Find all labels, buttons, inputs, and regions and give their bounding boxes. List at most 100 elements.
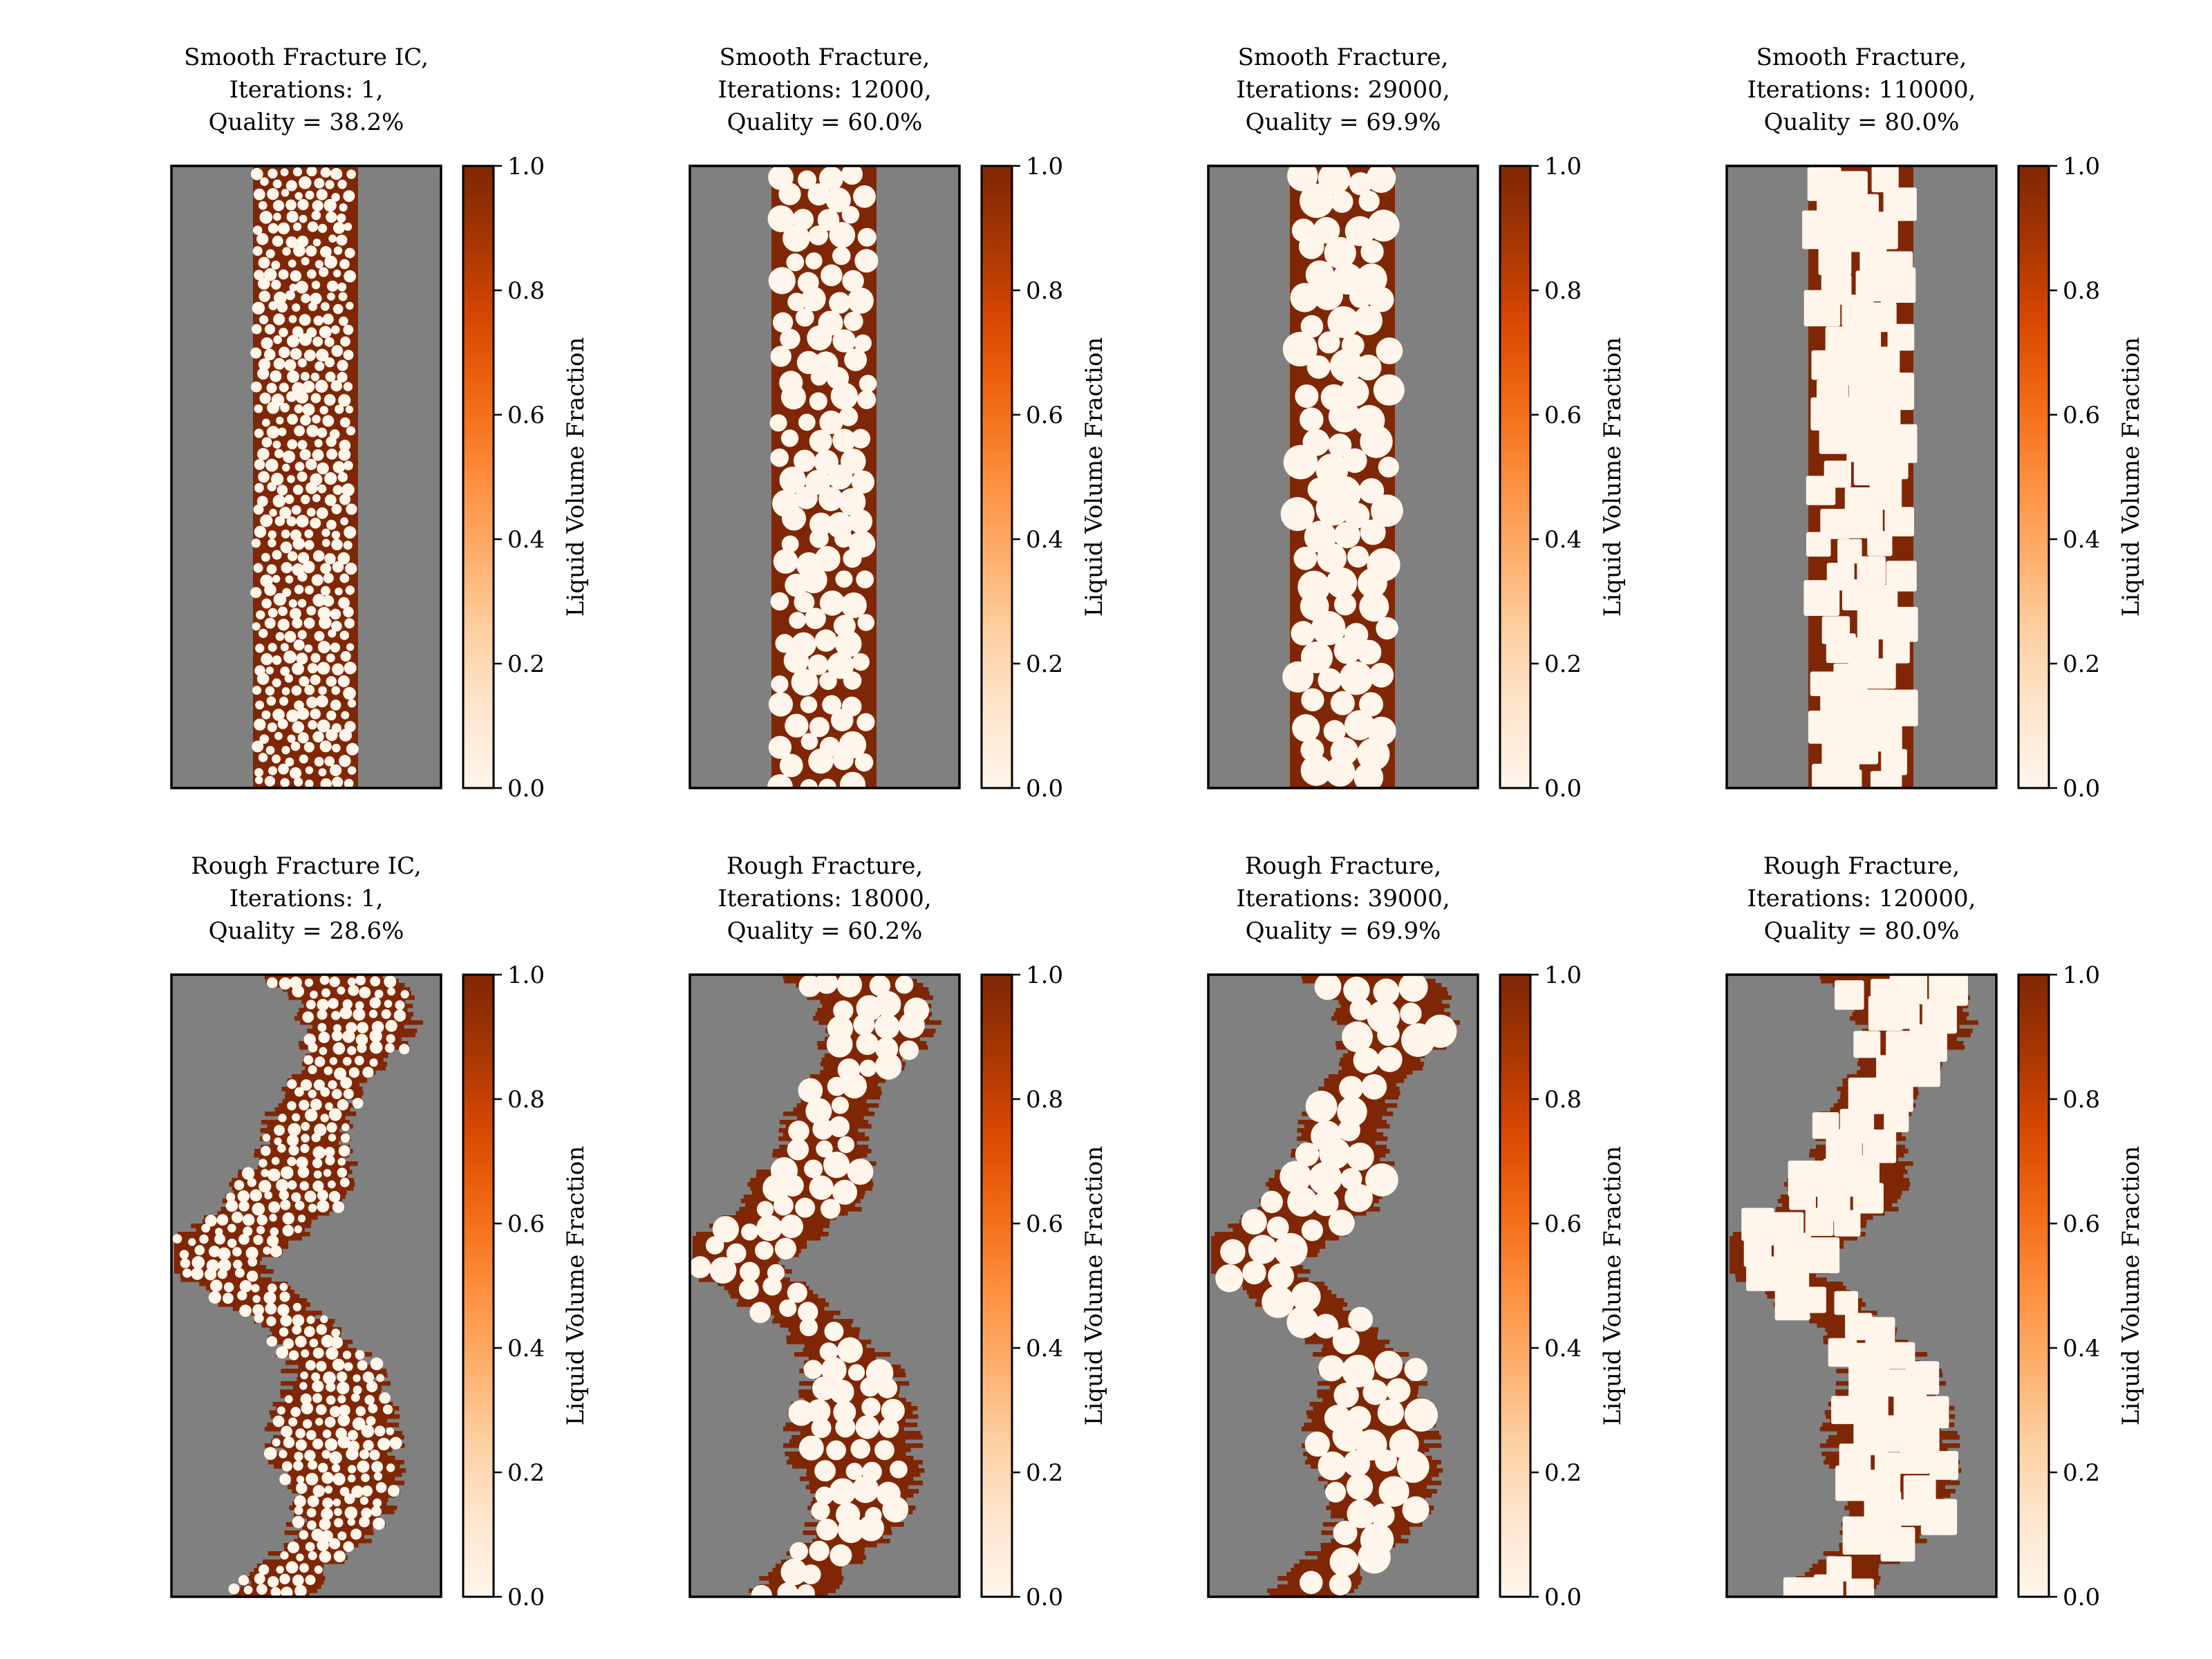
bubble [856, 713, 875, 731]
bubble [1332, 1420, 1364, 1452]
bubble [279, 1450, 288, 1459]
bubble [252, 1202, 265, 1216]
bubble [756, 1201, 774, 1218]
bubble [286, 211, 299, 223]
bubble [267, 482, 276, 491]
bubble [882, 1496, 909, 1523]
title-line: Rough Fracture, [727, 852, 923, 880]
colorbar: 0.0 0.2 0.4 0.6 0.8 1.0 Liquid Volume Fraction [2017, 153, 2145, 803]
bubble [1343, 1450, 1371, 1477]
bubble [1356, 639, 1382, 665]
bubble [268, 223, 279, 234]
bubble [305, 766, 314, 774]
bubble [287, 1079, 297, 1089]
gas-bubbles [767, 166, 879, 788]
bubble [810, 368, 828, 386]
bubble [1894, 1004, 1920, 1029]
bubble [266, 1316, 276, 1327]
bubble [1376, 337, 1403, 364]
bubble [1349, 172, 1372, 196]
bubble [1828, 1338, 1857, 1367]
bubble [267, 722, 277, 733]
bubble [320, 563, 332, 574]
bubble [279, 696, 289, 706]
bubble [1867, 531, 1893, 556]
bubble [274, 1137, 282, 1145]
colorbar-tick-label: 0.8 [2063, 277, 2100, 305]
bubble [853, 185, 876, 208]
bubble [362, 1067, 374, 1078]
bubble [312, 336, 324, 347]
bubble [778, 182, 801, 205]
bubble [381, 1009, 391, 1020]
bubble [292, 1314, 305, 1327]
bubble [208, 1246, 221, 1257]
bubble [1293, 546, 1318, 570]
bubble [1871, 166, 1899, 193]
bubble [1342, 1354, 1375, 1388]
bubble [294, 1506, 303, 1515]
bubble [853, 1013, 875, 1035]
colorbar-tick-label: 0.0 [2063, 775, 2100, 803]
bubble [321, 1450, 331, 1459]
bubble [1374, 1351, 1403, 1379]
bubble [756, 1215, 782, 1241]
bubble [1353, 1047, 1380, 1074]
bubble [1884, 455, 1909, 480]
bubble [338, 1145, 350, 1157]
bubble [347, 699, 357, 708]
bubble [302, 1419, 312, 1429]
bubble [1360, 425, 1393, 458]
bubble [337, 282, 347, 292]
bubble [395, 1000, 405, 1011]
bubble [1359, 592, 1389, 622]
bubble [288, 259, 297, 268]
bubble [1377, 1047, 1403, 1073]
bubble [251, 324, 262, 335]
bubble [268, 530, 277, 539]
bubble [265, 1302, 277, 1315]
bubble [291, 685, 302, 696]
bubble [272, 236, 283, 247]
bubble [369, 1029, 382, 1043]
bubble [1868, 995, 1904, 1031]
bubble [321, 538, 330, 547]
bubble [339, 1006, 353, 1020]
bubble [832, 1096, 850, 1114]
bubble [369, 997, 381, 1009]
bubble [335, 587, 343, 596]
bubble [250, 587, 262, 599]
bubble [798, 1302, 818, 1322]
bubble [785, 713, 809, 738]
liquid-fraction-field [1208, 166, 1478, 788]
bubble [277, 427, 287, 437]
bubble [269, 1214, 277, 1222]
bubble [1808, 710, 1841, 744]
colorbar-tick-label: 0.2 [507, 1459, 545, 1487]
axes-frame [1725, 973, 1998, 1598]
bubble [292, 326, 303, 338]
bubble [786, 253, 805, 272]
colorbar: 0.0 0.2 0.4 0.6 0.8 1.0 Liquid Volume Fraction [980, 153, 1108, 803]
bubble [344, 1493, 355, 1504]
bubble [829, 292, 851, 314]
bubble [850, 429, 871, 449]
bubble [227, 1224, 236, 1232]
bubble [218, 1247, 231, 1261]
bubble [1215, 1264, 1244, 1293]
bubble [254, 776, 263, 785]
bubble [286, 1134, 299, 1147]
bubble [1361, 1074, 1387, 1100]
bubble [312, 200, 324, 212]
bubble [895, 975, 914, 994]
bubble [260, 177, 269, 186]
bubble [252, 301, 265, 315]
bubble [258, 200, 268, 210]
bubble [316, 189, 328, 200]
bubble [1850, 323, 1882, 354]
bubble [179, 1250, 189, 1259]
bubble [1881, 749, 1907, 776]
bubble [292, 537, 305, 550]
colorbar-tick-label: 0.2 [507, 650, 545, 678]
bubble [321, 988, 331, 997]
